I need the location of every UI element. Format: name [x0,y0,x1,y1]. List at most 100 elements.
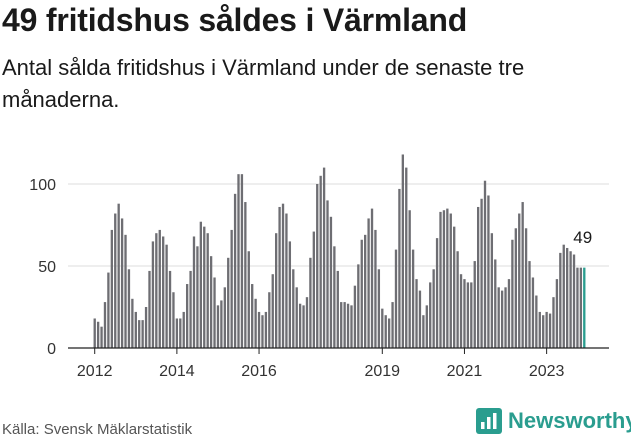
bar[interactable] [405,167,408,348]
bar[interactable] [377,269,381,348]
bar[interactable] [476,206,480,348]
bar[interactable] [230,229,233,348]
bar[interactable] [480,198,483,348]
bar[interactable] [542,315,545,348]
bar[interactable] [507,279,511,348]
bar[interactable] [302,305,305,348]
bar[interactable] [408,210,411,348]
bar[interactable] [429,282,432,348]
bar[interactable] [439,211,442,348]
bar[interactable] [576,267,579,348]
bar[interactable] [309,257,312,348]
bar[interactable] [487,195,490,348]
bar[interactable] [141,320,144,348]
bar[interactable] [185,284,189,348]
bar[interactable] [199,221,203,348]
bar[interactable] [545,311,548,348]
bar[interactable] [394,249,398,348]
bar[interactable] [271,274,274,348]
bar[interactable] [425,305,428,348]
bar[interactable] [535,295,538,348]
bar[interactable] [192,236,196,348]
bar[interactable] [292,269,295,348]
bar[interactable] [538,311,541,348]
bar[interactable] [240,174,244,348]
bar[interactable] [148,270,151,348]
bar[interactable] [206,233,209,348]
bar[interactable] [555,279,559,348]
bar[interactable] [456,251,459,348]
bar[interactable] [432,269,435,348]
bar[interactable] [446,208,449,348]
bar[interactable] [298,303,302,348]
bar[interactable] [500,290,504,348]
bar[interactable] [213,277,216,348]
bar[interactable] [285,213,288,348]
bar[interactable] [367,218,370,348]
bar[interactable] [572,254,576,348]
bar[interactable] [182,311,185,348]
bar[interactable] [449,213,452,348]
bar[interactable] [134,311,137,348]
bar[interactable] [333,246,336,348]
bar[interactable] [569,251,572,348]
bar[interactable] [175,318,179,348]
bar[interactable] [463,279,466,348]
bar[interactable] [411,249,415,348]
bar[interactable] [220,300,223,348]
bar[interactable] [209,256,213,348]
bar[interactable] [374,229,377,348]
bar[interactable] [391,302,394,348]
bar[interactable] [312,231,315,348]
bar[interactable] [579,267,583,348]
bar[interactable] [254,298,257,348]
bar[interactable] [114,213,117,348]
bar[interactable] [155,233,158,348]
bar[interactable] [340,302,343,348]
bar[interactable] [343,302,346,348]
bar[interactable] [514,228,517,348]
bar[interactable] [360,239,363,348]
bar[interactable] [168,270,172,348]
bar[interactable] [442,210,446,348]
bar[interactable] [316,184,319,348]
bar[interactable] [268,292,271,348]
bar[interactable] [189,270,192,348]
bar[interactable] [138,320,141,348]
bar[interactable] [346,303,350,348]
bar[interactable] [151,241,155,348]
bar[interactable] [103,302,107,348]
bar[interactable] [518,213,521,348]
bar[interactable] [257,311,261,348]
bar[interactable] [490,233,494,348]
bar[interactable] [466,282,470,348]
bar[interactable] [453,226,456,348]
bar[interactable] [552,297,555,348]
bar[interactable] [381,308,384,348]
bar[interactable] [110,229,113,348]
bar[interactable] [107,272,110,348]
bar[interactable] [120,218,124,348]
bar[interactable] [223,287,226,348]
bar[interactable] [93,318,96,348]
bar[interactable] [322,167,326,348]
bar[interactable] [528,261,531,348]
bar[interactable] [562,244,565,348]
bar[interactable] [566,247,569,348]
bar[interactable] [387,318,391,348]
bar[interactable] [244,202,247,348]
bar[interactable] [203,226,206,348]
bar[interactable] [326,200,329,348]
bar[interactable] [261,315,264,348]
bar[interactable] [275,233,278,348]
bar[interactable] [158,229,161,348]
bar[interactable] [227,257,230,348]
bar[interactable] [470,282,473,348]
bar[interactable] [179,318,182,348]
bar[interactable] [494,259,497,348]
bar[interactable] [127,269,131,348]
bar[interactable] [521,202,524,348]
bar[interactable] [459,274,463,348]
bar[interactable] [364,234,367,348]
bar[interactable] [497,287,500,348]
